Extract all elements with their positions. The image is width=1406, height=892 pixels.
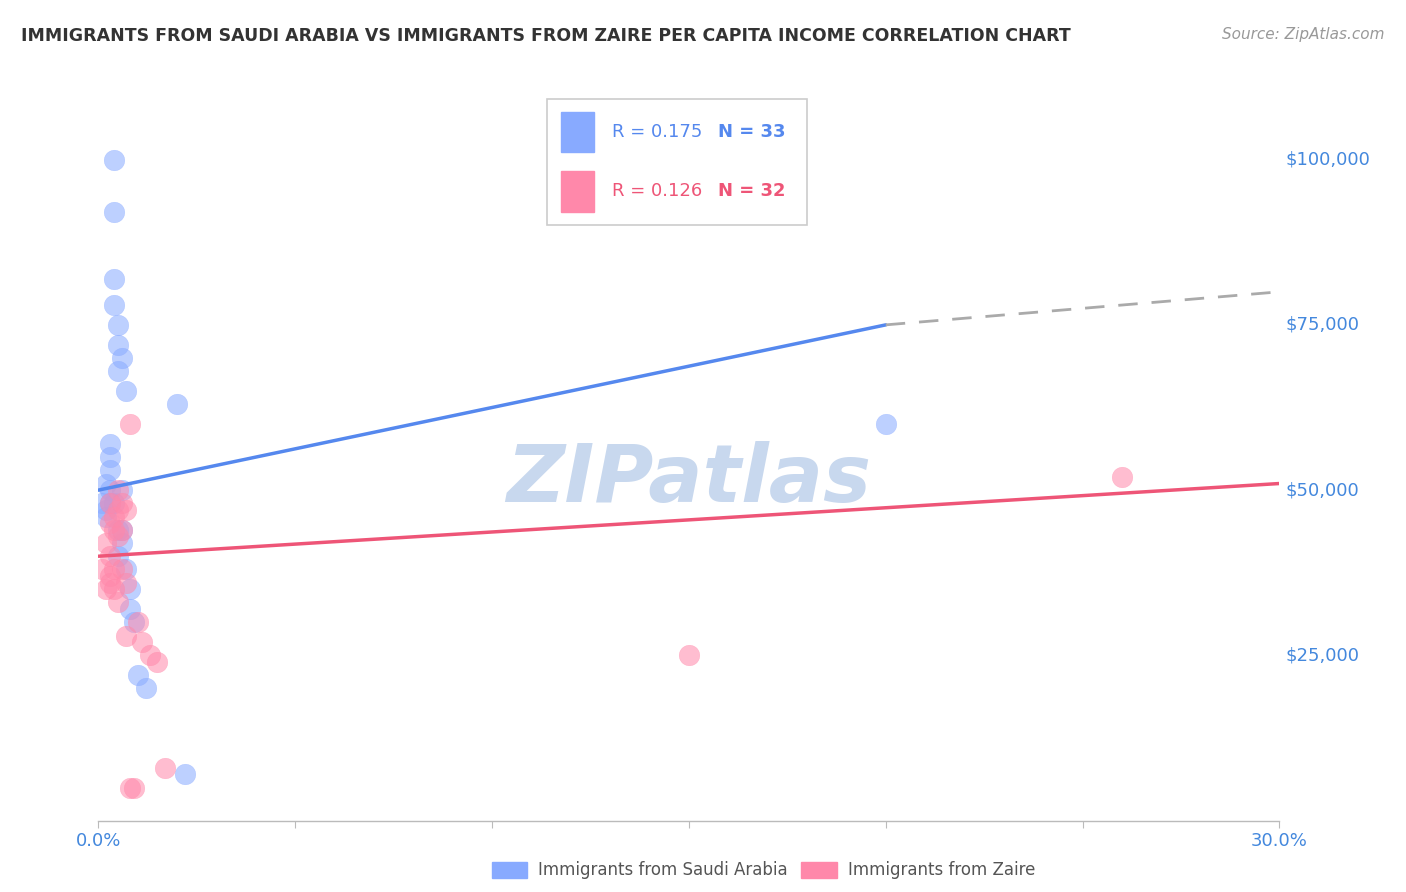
Point: [98, 496, 121, 510]
Text: R = 0.126: R = 0.126: [612, 182, 703, 201]
Point: [107, 318, 129, 332]
Point: [98, 496, 121, 510]
Point: [111, 536, 134, 550]
Bar: [561, 112, 595, 153]
Point: [118, 602, 141, 616]
Point: [174, 767, 197, 781]
Point: [98, 569, 121, 583]
Point: [115, 503, 138, 517]
Point: [103, 153, 125, 167]
Text: IMMIGRANTS FROM SAUDI ARABIA VS IMMIGRANTS FROM ZAIRE PER CAPITA INCOME CORRELAT: IMMIGRANTS FROM SAUDI ARABIA VS IMMIGRAN…: [21, 27, 1071, 45]
Point: [138, 648, 160, 663]
Point: [118, 417, 141, 431]
Point: [91, 496, 114, 510]
Text: ZIPatlas: ZIPatlas: [506, 441, 872, 519]
Point: [103, 523, 125, 537]
Point: [111, 562, 134, 576]
Point: [122, 615, 145, 630]
Point: [115, 562, 138, 576]
Point: [111, 496, 134, 510]
Point: [103, 205, 125, 219]
Point: [875, 417, 897, 431]
Point: [98, 463, 121, 477]
Point: [1111, 470, 1133, 484]
Point: [103, 271, 125, 285]
Point: [98, 450, 121, 464]
Point: [98, 483, 121, 497]
Text: R = 0.175: R = 0.175: [612, 123, 703, 141]
Point: [115, 628, 138, 642]
Point: [127, 615, 149, 630]
Point: [111, 523, 134, 537]
Point: [118, 582, 141, 597]
Point: [103, 298, 125, 312]
Point: [107, 595, 129, 609]
Text: $75,000: $75,000: [1285, 316, 1360, 334]
Text: Immigrants from Saudi Arabia: Immigrants from Saudi Arabia: [538, 861, 789, 879]
Point: [98, 549, 121, 564]
Point: [91, 562, 114, 576]
Text: $25,000: $25,000: [1285, 647, 1360, 665]
Point: [115, 575, 138, 590]
Point: [96, 536, 118, 550]
Point: [155, 761, 177, 775]
Point: [107, 523, 129, 537]
Point: [107, 364, 129, 378]
Text: Source: ZipAtlas.com: Source: ZipAtlas.com: [1222, 27, 1385, 42]
Point: [107, 337, 129, 351]
Point: [107, 529, 129, 543]
Point: [111, 483, 134, 497]
Point: [98, 575, 121, 590]
Bar: [561, 171, 595, 211]
Point: [98, 516, 121, 531]
Point: [103, 509, 125, 524]
Point: [103, 562, 125, 576]
Point: [122, 780, 145, 795]
Point: [146, 655, 169, 669]
Point: [107, 549, 129, 564]
Point: [96, 476, 118, 491]
Text: $100,000: $100,000: [1285, 151, 1371, 169]
Text: Immigrants from Zaire: Immigrants from Zaire: [848, 861, 1035, 879]
Point: [166, 397, 188, 411]
Point: [98, 437, 121, 451]
Point: [107, 503, 129, 517]
Text: N = 33: N = 33: [718, 123, 786, 141]
Point: [96, 503, 118, 517]
Point: [135, 681, 157, 696]
Point: [103, 582, 125, 597]
Text: $50,000: $50,000: [1285, 481, 1360, 500]
Point: [131, 635, 153, 649]
Text: N = 32: N = 32: [718, 182, 786, 201]
Point: [96, 582, 118, 597]
FancyBboxPatch shape: [547, 99, 807, 225]
Point: [111, 523, 134, 537]
Point: [111, 351, 134, 365]
Point: [107, 483, 129, 497]
Point: [115, 384, 138, 398]
Point: [103, 496, 125, 510]
Point: [118, 780, 141, 795]
Point: [678, 648, 700, 663]
Point: [127, 668, 149, 682]
Point: [96, 509, 118, 524]
